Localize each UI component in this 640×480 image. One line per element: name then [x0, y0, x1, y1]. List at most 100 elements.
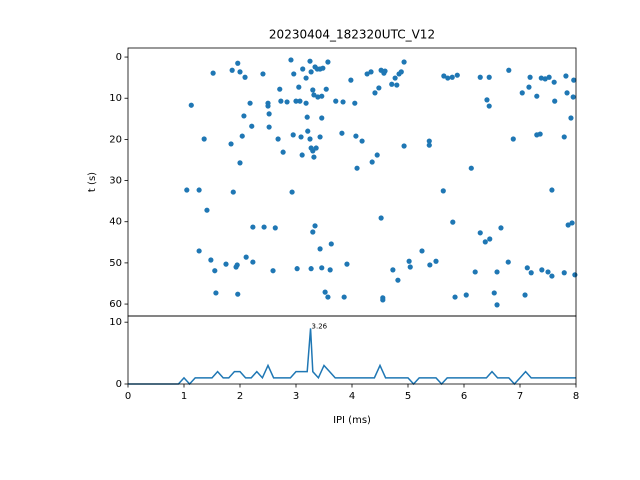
scatter-point — [228, 141, 234, 147]
scatter-point — [311, 92, 317, 98]
scatter-point — [463, 292, 469, 298]
scatter-point — [229, 67, 235, 73]
scatter-point — [230, 189, 236, 195]
y-tick-label: 20 — [109, 134, 122, 145]
x-tick-label: 4 — [349, 391, 355, 402]
scatter-point — [482, 239, 488, 245]
scatter-point — [201, 136, 207, 142]
scatter-point — [569, 220, 575, 226]
scatter-point — [354, 165, 360, 171]
x-tick-label: 5 — [405, 391, 411, 402]
scatter-point — [319, 265, 325, 271]
scatter-point — [204, 207, 210, 213]
scatter-point — [549, 187, 555, 193]
scatter-point — [317, 246, 323, 252]
scatter-point — [380, 297, 386, 303]
y-tick-label: 40 — [109, 217, 122, 228]
scatter-point — [352, 100, 358, 106]
scatter-point — [372, 90, 378, 96]
scatter-point — [272, 225, 278, 231]
scatter-point — [319, 115, 325, 121]
scatter-point — [239, 133, 245, 139]
scatter-point — [534, 93, 540, 99]
scatter-point — [394, 82, 400, 88]
scatter-point — [568, 115, 574, 121]
scatter-point — [304, 114, 310, 120]
scatter-point — [320, 65, 326, 71]
scatter-point — [188, 102, 194, 108]
x-axis-label: IPI (ms) — [333, 415, 371, 426]
scatter-point — [305, 128, 311, 134]
scatter-point — [196, 187, 202, 193]
scatter-point — [527, 74, 533, 80]
scatter-point — [519, 90, 525, 96]
x-tick-label: 0 — [125, 391, 131, 402]
scatter-point — [545, 269, 551, 275]
scatter-point — [486, 74, 492, 80]
scatter-point — [319, 93, 325, 99]
scatter-point — [368, 69, 374, 75]
scatter-point — [565, 222, 571, 228]
scatter-point — [250, 224, 256, 230]
scatter-point — [242, 74, 248, 80]
scatter-point — [299, 152, 305, 158]
scatter-point — [561, 134, 567, 140]
scatter-point — [433, 258, 439, 264]
scatter-point — [291, 71, 297, 77]
scatter-point — [265, 103, 271, 109]
scatter-point — [407, 264, 413, 270]
scatter-point — [322, 289, 328, 295]
scatter-point — [339, 130, 345, 136]
scatter-point — [325, 59, 331, 65]
y-tick-label: 10 — [109, 93, 122, 104]
scatter-point — [427, 262, 433, 268]
scatter-point — [307, 58, 313, 64]
scatter-point — [317, 134, 323, 140]
scatter-point — [522, 292, 528, 298]
scatter-point — [303, 100, 309, 106]
scatter-point — [237, 69, 243, 75]
scatter-point — [570, 94, 576, 100]
scatter-point — [341, 294, 347, 300]
scatter-point — [266, 124, 272, 130]
scatter-point — [250, 259, 256, 265]
scatter-point — [477, 74, 483, 80]
x-tick-label: 1 — [181, 391, 187, 402]
scatter-point — [333, 98, 339, 104]
scatter-point — [498, 225, 504, 231]
y-tick-label: 50 — [109, 258, 122, 269]
scatter-point — [235, 60, 241, 66]
scatter-point — [445, 75, 451, 81]
y-tick-label: 60 — [109, 299, 122, 310]
scatter-point — [288, 57, 294, 63]
y-tick-label: 10 — [109, 317, 122, 328]
scatter-point — [312, 223, 318, 229]
scatter-point — [487, 236, 493, 242]
scatter-point — [184, 187, 190, 193]
scatter-point — [506, 67, 512, 73]
scatter-point — [491, 290, 497, 296]
y-tick-label: 30 — [109, 176, 122, 187]
scatter-point — [472, 269, 478, 275]
scatter-point — [328, 241, 334, 247]
scatter-point — [378, 215, 384, 221]
scatter-point — [212, 268, 218, 274]
scatter-point — [310, 87, 316, 93]
scatter-point — [270, 268, 276, 274]
scatter-point — [293, 98, 299, 104]
scatter-point — [266, 111, 272, 117]
scatter-point — [298, 134, 304, 140]
scatter-point — [440, 188, 446, 194]
scatter-point — [247, 100, 253, 106]
scatter-point — [323, 86, 329, 92]
scatter-point — [243, 254, 249, 260]
scatter-point — [280, 149, 286, 155]
x-tick-label: 6 — [461, 391, 467, 402]
scatter-point — [395, 277, 401, 283]
annotation: 3.26 — [312, 322, 328, 330]
scatter-point — [303, 75, 309, 81]
scatter-point — [364, 71, 370, 77]
scatter-point — [235, 291, 241, 297]
